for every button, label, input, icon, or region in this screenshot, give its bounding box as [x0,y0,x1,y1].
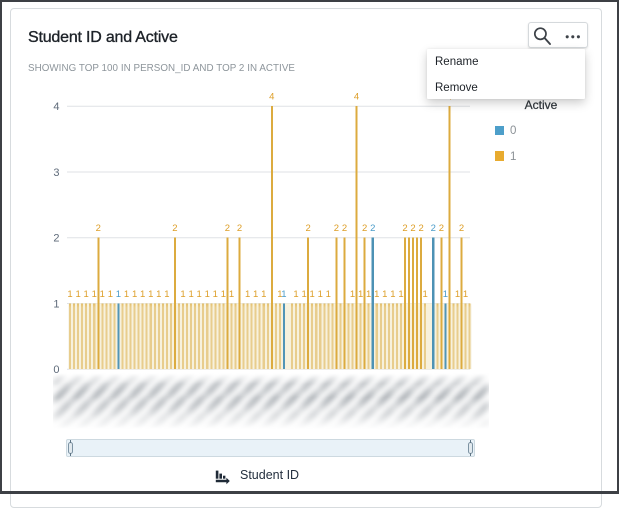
svg-text:2: 2 [402,223,407,234]
svg-text:1: 1 [132,289,137,300]
svg-text:1: 1 [350,289,355,300]
svg-text:1: 1 [188,289,193,300]
svg-text:1: 1 [301,289,306,300]
svg-text:2: 2 [439,223,444,234]
svg-text:1: 1 [390,289,395,300]
svg-text:2: 2 [53,233,59,245]
svg-text:1: 1 [277,289,282,300]
svg-text:1: 1 [398,289,403,300]
svg-text:1: 1 [148,289,153,300]
svg-text:1: 1 [108,289,113,300]
svg-text:1: 1 [293,289,298,300]
svg-text:2: 2 [306,223,311,234]
svg-text:4: 4 [269,92,274,103]
svg-text:1: 1 [213,289,218,300]
svg-text:1: 1 [140,289,145,300]
svg-text:1: 1 [463,289,468,300]
svg-text:1: 1 [358,289,363,300]
svg-text:1: 1 [443,289,448,300]
svg-text:1: 1 [455,289,460,300]
svg-text:2: 2 [410,223,415,234]
svg-text:3: 3 [53,167,59,179]
svg-text:1: 1 [92,289,97,300]
svg-text:1: 1 [229,289,234,300]
svg-text:2: 2 [334,223,339,234]
svg-text:2: 2 [225,223,230,234]
svg-text:1: 1 [374,289,379,300]
svg-text:2: 2 [172,223,177,234]
svg-text:2: 2 [459,223,464,234]
svg-text:2: 2 [431,223,436,234]
svg-text:1: 1 [100,289,105,300]
svg-text:1: 1 [253,289,258,300]
svg-text:2: 2 [362,223,367,234]
svg-text:1: 1 [75,289,80,300]
svg-text:1: 1 [67,289,72,300]
svg-text:2: 2 [96,223,101,234]
svg-text:0: 0 [53,364,59,376]
svg-text:1: 1 [205,289,210,300]
svg-text:1: 1 [156,289,161,300]
svg-text:2: 2 [419,223,424,234]
svg-text:1: 1 [423,289,428,300]
svg-text:1: 1 [124,289,129,300]
svg-text:4: 4 [53,101,59,113]
svg-text:1: 1 [180,289,185,300]
svg-text:1: 1 [261,289,266,300]
svg-text:1: 1 [221,289,226,300]
svg-text:1: 1 [366,289,371,300]
svg-text:1: 1 [245,289,250,300]
svg-text:1: 1 [318,289,323,300]
svg-text:1: 1 [281,289,286,300]
svg-text:1: 1 [326,289,331,300]
svg-text:2: 2 [370,223,375,234]
svg-text:1: 1 [310,289,315,300]
svg-text:1: 1 [197,289,202,300]
svg-text:2: 2 [237,223,242,234]
svg-text:1: 1 [116,289,121,300]
svg-text:1: 1 [382,289,387,300]
svg-text:1: 1 [53,298,59,310]
svg-text:4: 4 [354,92,359,103]
svg-text:2: 2 [342,223,347,234]
svg-text:1: 1 [164,289,169,300]
svg-text:1: 1 [84,289,89,300]
